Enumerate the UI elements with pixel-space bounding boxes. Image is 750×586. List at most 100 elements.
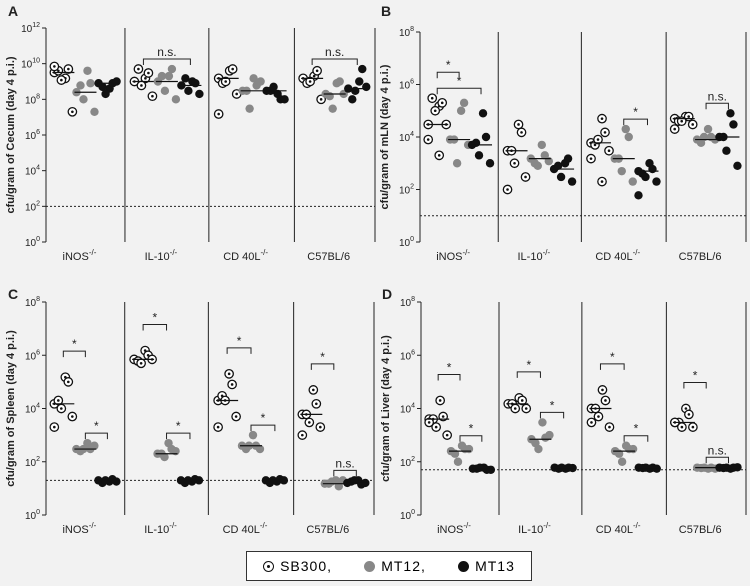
y-tick-label: 100: [399, 236, 414, 249]
significance-label: *: [261, 411, 266, 425]
significance-label: *: [634, 422, 639, 436]
significance-bracket: [599, 363, 625, 370]
data-point-mt12: [545, 430, 554, 440]
y-axis-label: cfu/gram of Cecum (day 4 p.i.): [5, 56, 17, 213]
data-point-mt13: [269, 82, 278, 92]
data-point-sb300-center: [691, 123, 695, 126]
data-point-mt12: [249, 74, 258, 83]
data-point-mt12: [534, 444, 543, 454]
group-label: C57BL/6: [679, 524, 722, 536]
mt13-marker-icon: [458, 560, 470, 572]
data-point-mt12: [79, 95, 88, 104]
data-point-sb300-center: [231, 67, 234, 71]
data-point-sb300-center: [426, 138, 430, 141]
data-point-mt13: [362, 82, 371, 92]
significance-label: *: [446, 58, 451, 72]
data-point-mt12: [617, 457, 627, 466]
data-point-sb300-center: [312, 388, 315, 392]
data-point-sb300-center: [224, 80, 227, 83]
significance-label: *: [447, 360, 452, 374]
significance-bracket: [142, 324, 168, 331]
data-point-mt13: [478, 109, 488, 118]
significance-bracket: [226, 347, 252, 354]
data-point-sb300-center: [673, 127, 677, 131]
data-point-mt13: [358, 64, 367, 74]
data-point-sb300-center: [319, 425, 322, 429]
mt12-marker-icon: [364, 560, 376, 572]
data-point-mt13: [280, 95, 289, 104]
y-tick-label: 108: [25, 296, 40, 309]
data-point-sb300-center: [147, 71, 150, 75]
data-point-sb300-center: [597, 415, 600, 418]
data-point-sb300-center: [140, 84, 143, 87]
significance-bracket: [459, 435, 483, 442]
data-point-sb300-center: [607, 149, 611, 153]
y-tick-label: 102: [25, 456, 40, 469]
significance-bracket: [166, 432, 191, 440]
significance-bracket: [516, 371, 541, 378]
sb300-marker-icon: [263, 560, 275, 572]
data-point-sb300-center: [315, 69, 319, 73]
data-point-sb300-center: [71, 415, 74, 418]
data-point-mt13: [112, 477, 121, 486]
significance-bracket: [623, 118, 648, 126]
data-point-sb300-center: [151, 94, 154, 98]
data-point-mt12: [256, 77, 265, 86]
data-point-sb300-center: [680, 119, 684, 123]
legend-item-sb300: SB300,: [263, 558, 332, 574]
data-point-mt12: [335, 77, 344, 86]
y-axis-label: cfu/gram of Spleen (day 4 p.i.): [5, 330, 17, 487]
group-label: CD 40L-/-: [223, 248, 268, 263]
data-point-mt12: [327, 477, 337, 486]
significance-label: *: [610, 350, 615, 364]
data-point-sb300-center: [53, 425, 56, 429]
group-label: iNOS-/-: [62, 521, 96, 536]
data-point-mt12: [325, 91, 334, 101]
data-point-sb300-center: [217, 112, 220, 116]
data-point-sb300-center: [517, 123, 520, 126]
data-point-sb300-center: [445, 433, 449, 437]
data-point-mt12: [533, 161, 543, 170]
data-point-sb300-center: [596, 138, 600, 141]
data-point-mt12: [160, 452, 169, 462]
data-point-mt13: [652, 177, 661, 186]
panel-letter: B: [381, 3, 391, 19]
group-label: C57BL/6: [306, 524, 349, 536]
data-point-mt12: [90, 107, 99, 116]
data-point-mt13: [471, 138, 481, 148]
significance-bracket: [539, 411, 565, 419]
data-point-mt13: [567, 177, 577, 186]
data-point-sb300-center: [230, 383, 234, 386]
data-point-mt12: [628, 444, 638, 454]
data-point-sb300-center: [440, 101, 444, 105]
panel-letter: D: [382, 286, 392, 302]
significance-bracket: [311, 58, 358, 66]
y-tick-label: 108: [25, 93, 40, 106]
significance-bracket: [62, 350, 86, 358]
data-point-sb300-center: [513, 161, 516, 165]
data-point-mt12: [459, 98, 469, 108]
data-point-sb300-center: [438, 399, 442, 402]
data-point-mt13: [351, 86, 360, 96]
data-point-mt13: [556, 172, 566, 182]
data-point-sb300-center: [308, 421, 311, 424]
legend-item-mt13: MT13: [458, 558, 515, 574]
data-point-sb300-center: [67, 67, 70, 71]
y-tick-label: 104: [25, 403, 40, 416]
significance-bracket: [142, 58, 191, 66]
y-tick-label: 108: [399, 26, 414, 39]
data-point-sb300-center: [691, 425, 695, 429]
data-point-mt13: [348, 95, 357, 104]
data-point-mt13: [481, 132, 491, 142]
data-point-mt13: [181, 74, 190, 83]
data-point-mt13: [485, 159, 495, 168]
y-tick-label: 1010: [21, 58, 40, 71]
data-point-mt13: [648, 164, 657, 174]
data-point-sb300-center: [601, 388, 604, 392]
data-point-mt12: [538, 418, 547, 427]
data-point-sb300-center: [60, 407, 63, 410]
group-label: IL-10-/-: [144, 521, 177, 536]
data-point-sb300-center: [319, 98, 323, 101]
